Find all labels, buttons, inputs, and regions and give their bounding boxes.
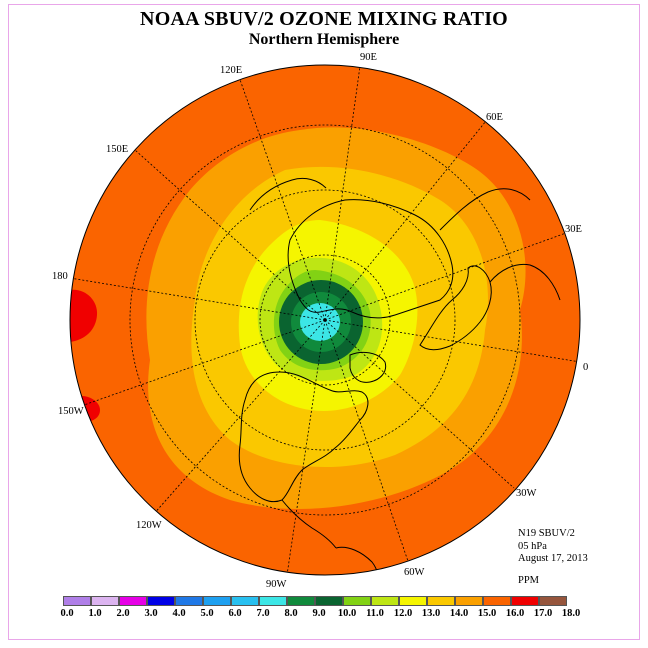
colorbar-swatch-11	[371, 596, 399, 606]
lon-label-60w: 60W	[404, 567, 425, 578]
north-america-outline	[238, 371, 369, 503]
colorbar-tick-label: 4.0	[172, 608, 186, 619]
map-frame	[8, 4, 640, 640]
meridian-120e	[237, 73, 326, 321]
colorbar-tick-label: 16.0	[505, 608, 525, 619]
band-16-17-west	[70, 289, 98, 342]
lon-label-120w: 120W	[136, 520, 162, 531]
colorbar-tick-label: 12.0	[393, 608, 413, 619]
lon-label-90e: 90E	[360, 52, 377, 63]
colorbar-tick-label: 18.0	[561, 608, 581, 619]
colorbar-swatch-1	[91, 596, 119, 606]
colorbar-tick-label: 13.0	[421, 608, 441, 619]
colorbar-tick-label: 10.0	[337, 608, 357, 619]
latitude-circle-60	[194, 189, 456, 451]
latitude-circle-45	[129, 124, 521, 516]
colorbar-tick-label: 1.0	[88, 608, 102, 619]
longitude-labels: 90E 60E 30E 0 30W 60W 90W 120W 150W 180 …	[52, 52, 588, 590]
colorbar-tick-label: 0.0	[60, 608, 74, 619]
meridian-180	[70, 277, 326, 321]
colorbar-swatch-14	[455, 596, 483, 606]
colorbar-tick-label: 6.0	[228, 608, 242, 619]
map-title: NOAA SBUV/2 OZONE MIXING RATIO	[140, 8, 508, 30]
colorbar-tick-label: 2.0	[116, 608, 130, 619]
colorbar-swatch-0	[63, 596, 91, 606]
colorbar-tick-label: 5.0	[200, 608, 214, 619]
colorbar-swatch-15	[483, 596, 511, 606]
colorbar	[63, 596, 567, 606]
lon-label-120e: 120E	[220, 65, 242, 76]
asia-outline	[287, 199, 454, 319]
colorbar-tick-label: 7.0	[256, 608, 270, 619]
east-asia-outline	[249, 177, 327, 211]
meridian-60e	[324, 120, 487, 321]
central-america-outline	[281, 499, 337, 549]
ozone-field	[70, 65, 580, 575]
date-label: August 17, 2013	[518, 553, 588, 564]
latitude-circle-75	[259, 254, 391, 386]
lon-label-30e: 30E	[565, 224, 582, 235]
lon-label-150w: 150W	[58, 406, 84, 417]
lon-label-150e: 150E	[106, 144, 128, 155]
colorbar-swatch-12	[399, 596, 427, 606]
meridian-60w	[324, 319, 411, 568]
units-label: PPM	[518, 575, 540, 586]
colorbar-swatch-7	[259, 596, 287, 606]
colorbar-tick-label: 8.0	[284, 608, 298, 619]
lon-label-0: 0	[583, 362, 588, 373]
instrument-label: N19 SBUV/2	[518, 528, 575, 539]
lon-label-180: 180	[52, 271, 68, 282]
lon-label-60e: 60E	[486, 112, 503, 123]
meridian-150e	[134, 149, 326, 321]
colorbar-swatch-9	[315, 596, 343, 606]
meridian-0	[324, 319, 580, 363]
coastlines	[238, 177, 561, 575]
graticule	[70, 65, 580, 575]
colorbar-swatch-16	[511, 596, 539, 606]
colorbar-swatch-8	[287, 596, 315, 606]
map-info: N19 SBUV/2 05 hPa August 17, 2013	[518, 528, 588, 566]
colorbar-tick-label: 14.0	[449, 608, 469, 619]
colorbar-swatch-6	[231, 596, 259, 606]
lon-label-30w: 30W	[516, 488, 537, 499]
meridian-120w	[151, 319, 326, 517]
greenland-outline	[349, 351, 387, 383]
lon-label-90w: 90W	[266, 579, 287, 590]
colorbar-tick-label: 15.0	[477, 608, 497, 619]
pressure-level-label: 05 hPa	[518, 540, 547, 552]
colorbar-tick-label: 11.0	[366, 608, 384, 619]
map-border	[69, 64, 581, 576]
meridian-90e	[324, 65, 361, 321]
colorbar-tick-label: 9.0	[312, 608, 326, 619]
colorbar-swatch-3	[147, 596, 175, 606]
india-arabia-outline	[439, 188, 531, 231]
colorbar-swatch-10	[343, 596, 371, 606]
colorbar-swatch-2	[119, 596, 147, 606]
colorbar-swatch-5	[203, 596, 231, 606]
meridian-150w	[83, 319, 326, 406]
meridian-30e	[324, 232, 567, 321]
colorbar-ticks: 0.0 1.0 2.0 3.0 4.0 5.0 6.0 7.0 8.0 9.0 10.0 11.0 12…	[0, 608, 648, 622]
africa-outline	[489, 263, 561, 301]
colorbar-swatch-13	[427, 596, 455, 606]
colorbar-swatch-4	[175, 596, 203, 606]
colorbar-tick-label: 17.0	[533, 608, 553, 619]
colorbar-tick-label: 3.0	[144, 608, 158, 619]
meridian-90w	[286, 319, 326, 575]
colorbar-swatch-17	[539, 596, 567, 606]
map-subtitle: Northern Hemisphere	[248, 31, 400, 48]
south-america-outline	[335, 546, 382, 575]
